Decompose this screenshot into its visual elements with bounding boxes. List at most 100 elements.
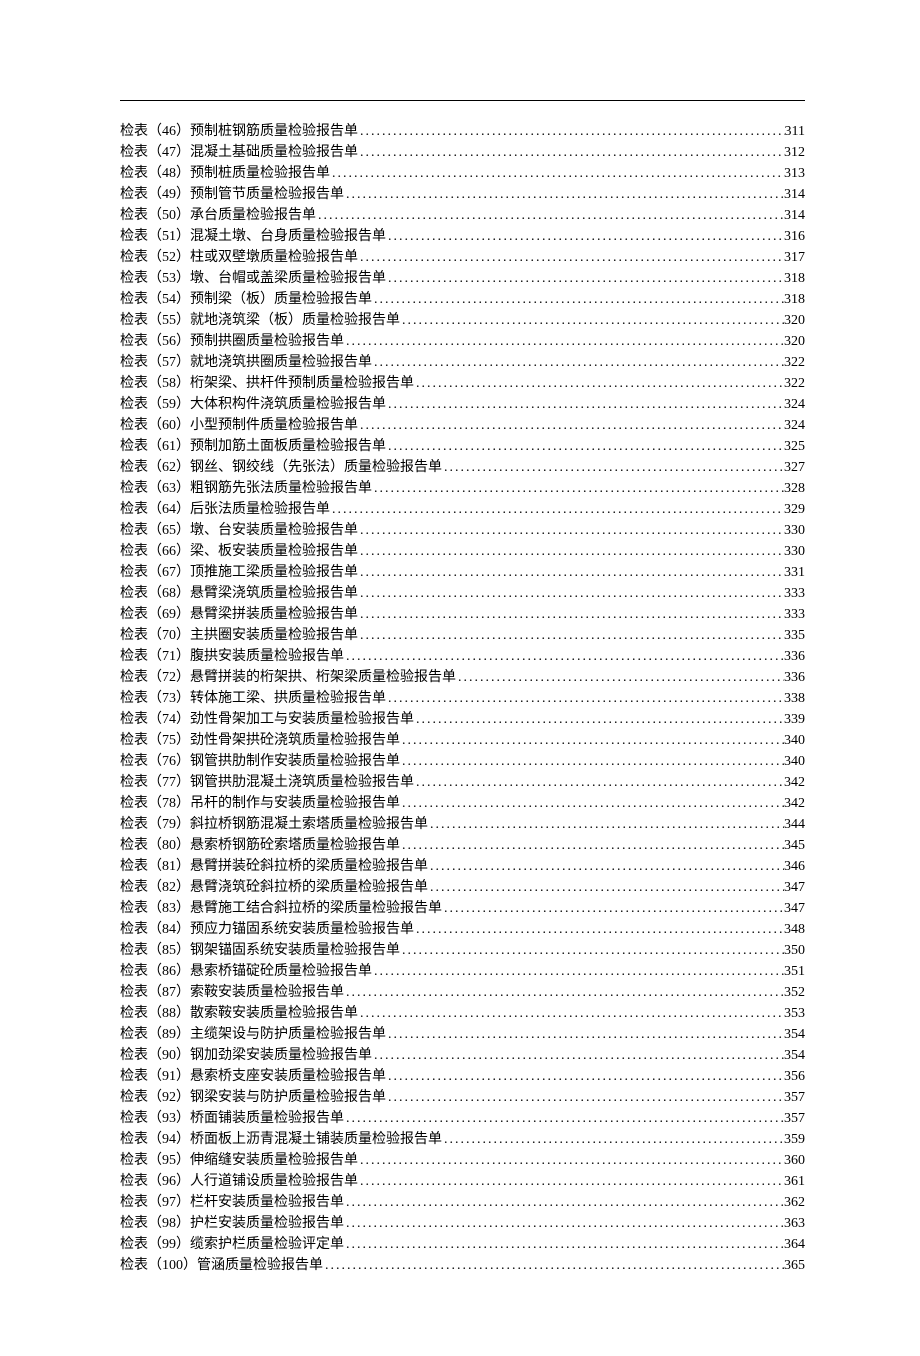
toc-leader-dots [442, 898, 784, 919]
toc-row: 检表（64）后张法质量检验报告单329 [120, 499, 805, 520]
toc-entry-page: 324 [784, 415, 805, 436]
toc-row: 检表（94）桥面板上沥青混凝土铺装质量检验报告单359 [120, 1129, 805, 1150]
toc-entry-label: 检表（66） [120, 541, 190, 562]
toc-row: 检表（53）墩、台帽或盖梁质量检验报告单318 [120, 268, 805, 289]
toc-leader-dots [400, 940, 784, 961]
toc-entry-page: 318 [784, 289, 805, 310]
toc-entry-label: 检表（47） [120, 142, 190, 163]
toc-entry-page: 330 [784, 520, 805, 541]
toc-entry-label: 检表（91） [120, 1066, 190, 1087]
toc-entry-title: 承台质量检验报告单 [190, 205, 316, 226]
toc-leader-dots [358, 247, 784, 268]
toc-entry-page: 340 [784, 751, 805, 772]
toc-row: 检表（93）桥面铺装质量检验报告单357 [120, 1108, 805, 1129]
toc-entry-page: 351 [784, 961, 805, 982]
toc-row: 检表（69）悬臂梁拼装质量检验报告单333 [120, 604, 805, 625]
toc-leader-dots [344, 1108, 784, 1129]
toc-entry-title: 转体施工梁、拱质量检验报告单 [190, 688, 386, 709]
toc-leader-dots [358, 583, 784, 604]
toc-entry-label: 检表（54） [120, 289, 190, 310]
toc-entry-page: 314 [784, 184, 805, 205]
toc-entry-page: 333 [784, 583, 805, 604]
toc-entry-title: 栏杆安装质量检验报告单 [190, 1192, 344, 1213]
toc-entry-label: 检表（56） [120, 331, 190, 352]
toc-row: 检表（84）预应力锚固系统安装质量检验报告单348 [120, 919, 805, 940]
toc-entry-page: 353 [784, 1003, 805, 1024]
toc-leader-dots [386, 688, 784, 709]
toc-entry-title: 大体积构件浇筑质量检验报告单 [190, 394, 386, 415]
toc-entry-page: 357 [784, 1087, 805, 1108]
toc-row: 检表（98）护栏安装质量检验报告单363 [120, 1213, 805, 1234]
toc-leader-dots [344, 982, 784, 1003]
toc-entry-label: 检表（96） [120, 1171, 190, 1192]
toc-entry-page: 318 [784, 268, 805, 289]
toc-entry-label: 检表（80） [120, 835, 190, 856]
toc-leader-dots [400, 751, 784, 772]
toc-entry-page: 327 [784, 457, 805, 478]
toc-leader-dots [400, 310, 784, 331]
toc-entry-title: 预制桩质量检验报告单 [190, 163, 330, 184]
toc-entry-label: 检表（77） [120, 772, 190, 793]
toc-row: 检表（86）悬索桥锚碇砼质量检验报告单351 [120, 961, 805, 982]
toc-leader-dots [323, 1255, 784, 1276]
toc-entry-page: 333 [784, 604, 805, 625]
toc-entry-title: 悬臂梁拼装质量检验报告单 [190, 604, 358, 625]
toc-entry-title: 混凝土基础质量检验报告单 [190, 142, 358, 163]
toc-row: 检表（72）悬臂拼装的桁架拱、桁架梁质量检验报告单336 [120, 667, 805, 688]
toc-leader-dots [344, 1213, 784, 1234]
toc-entry-label: 检表（93） [120, 1108, 190, 1129]
toc-entry-title: 管涵质量检验报告单 [197, 1255, 323, 1276]
toc-leader-dots [358, 1171, 784, 1192]
toc-entry-label: 检表（62） [120, 457, 190, 478]
toc-row: 检表（71）腹拱安装质量检验报告单336 [120, 646, 805, 667]
toc-leader-dots [400, 835, 784, 856]
toc-entry-page: 362 [784, 1192, 805, 1213]
toc-entry-label: 检表（84） [120, 919, 190, 940]
toc-entry-label: 检表（87） [120, 982, 190, 1003]
toc-entry-title: 桥面铺装质量检验报告单 [190, 1108, 344, 1129]
toc-row: 检表（78）吊杆的制作与安装质量检验报告单342 [120, 793, 805, 814]
toc-entry-label: 检表（100） [120, 1255, 197, 1276]
toc-leader-dots [386, 226, 784, 247]
toc-entry-label: 检表（78） [120, 793, 190, 814]
toc-entry-title: 预应力锚固系统安装质量检验报告单 [190, 919, 414, 940]
toc-entry-page: 314 [784, 205, 805, 226]
toc-entry-title: 钢梁安装与防护质量检验报告单 [190, 1087, 386, 1108]
toc-entry-page: 363 [784, 1213, 805, 1234]
toc-row: 检表（70）主拱圈安装质量检验报告单335 [120, 625, 805, 646]
toc-leader-dots [428, 814, 784, 835]
toc-entry-title: 后张法质量检验报告单 [190, 499, 330, 520]
toc-entry-label: 检表（49） [120, 184, 190, 205]
toc-row: 检表（75）劲性骨架拱砼浇筑质量检验报告单340 [120, 730, 805, 751]
toc-leader-dots [414, 709, 784, 730]
toc-entry-title: 梁、板安装质量检验报告单 [190, 541, 358, 562]
toc-entry-page: 324 [784, 394, 805, 415]
toc-entry-label: 检表（61） [120, 436, 190, 457]
toc-entry-label: 检表（81） [120, 856, 190, 877]
toc-entry-title: 钢管拱肋制作安装质量检验报告单 [190, 751, 400, 772]
toc-row: 检表（99）缆索护栏质量检验评定单364 [120, 1234, 805, 1255]
toc-entry-title: 墩、台帽或盖梁质量检验报告单 [190, 268, 386, 289]
toc-entry-page: 361 [784, 1171, 805, 1192]
toc-entry-title: 悬臂浇筑砼斜拉桥的梁质量检验报告单 [190, 877, 428, 898]
toc-entry-title: 桁架梁、拱杆件预制质量检验报告单 [190, 373, 414, 394]
toc-leader-dots [358, 121, 785, 142]
toc-leader-dots [400, 730, 784, 751]
toc-entry-page: 331 [784, 562, 805, 583]
toc-row: 检表（79）斜拉桥钢筋混凝土索塔质量检验报告单344 [120, 814, 805, 835]
header-rule [120, 100, 805, 101]
table-of-contents: 检表（46）预制桩钢筋质量检验报告单311检表（47）混凝土基础质量检验报告单3… [120, 121, 805, 1276]
toc-entry-title: 腹拱安装质量检验报告单 [190, 646, 344, 667]
toc-entry-title: 预制拱圈质量检验报告单 [190, 331, 344, 352]
toc-entry-label: 检表（48） [120, 163, 190, 184]
toc-row: 检表（74）劲性骨架加工与安装质量检验报告单339 [120, 709, 805, 730]
toc-entry-page: 339 [784, 709, 805, 730]
toc-entry-title: 悬臂拼装的桁架拱、桁架梁质量检验报告单 [190, 667, 456, 688]
toc-entry-page: 316 [784, 226, 805, 247]
toc-entry-page: 338 [784, 688, 805, 709]
toc-leader-dots [358, 604, 784, 625]
toc-entry-title: 悬索桥钢筋砼索塔质量检验报告单 [190, 835, 400, 856]
toc-leader-dots [344, 184, 784, 205]
toc-entry-title: 悬臂拼装砼斜拉桥的梁质量检验报告单 [190, 856, 428, 877]
toc-entry-label: 检表（72） [120, 667, 190, 688]
